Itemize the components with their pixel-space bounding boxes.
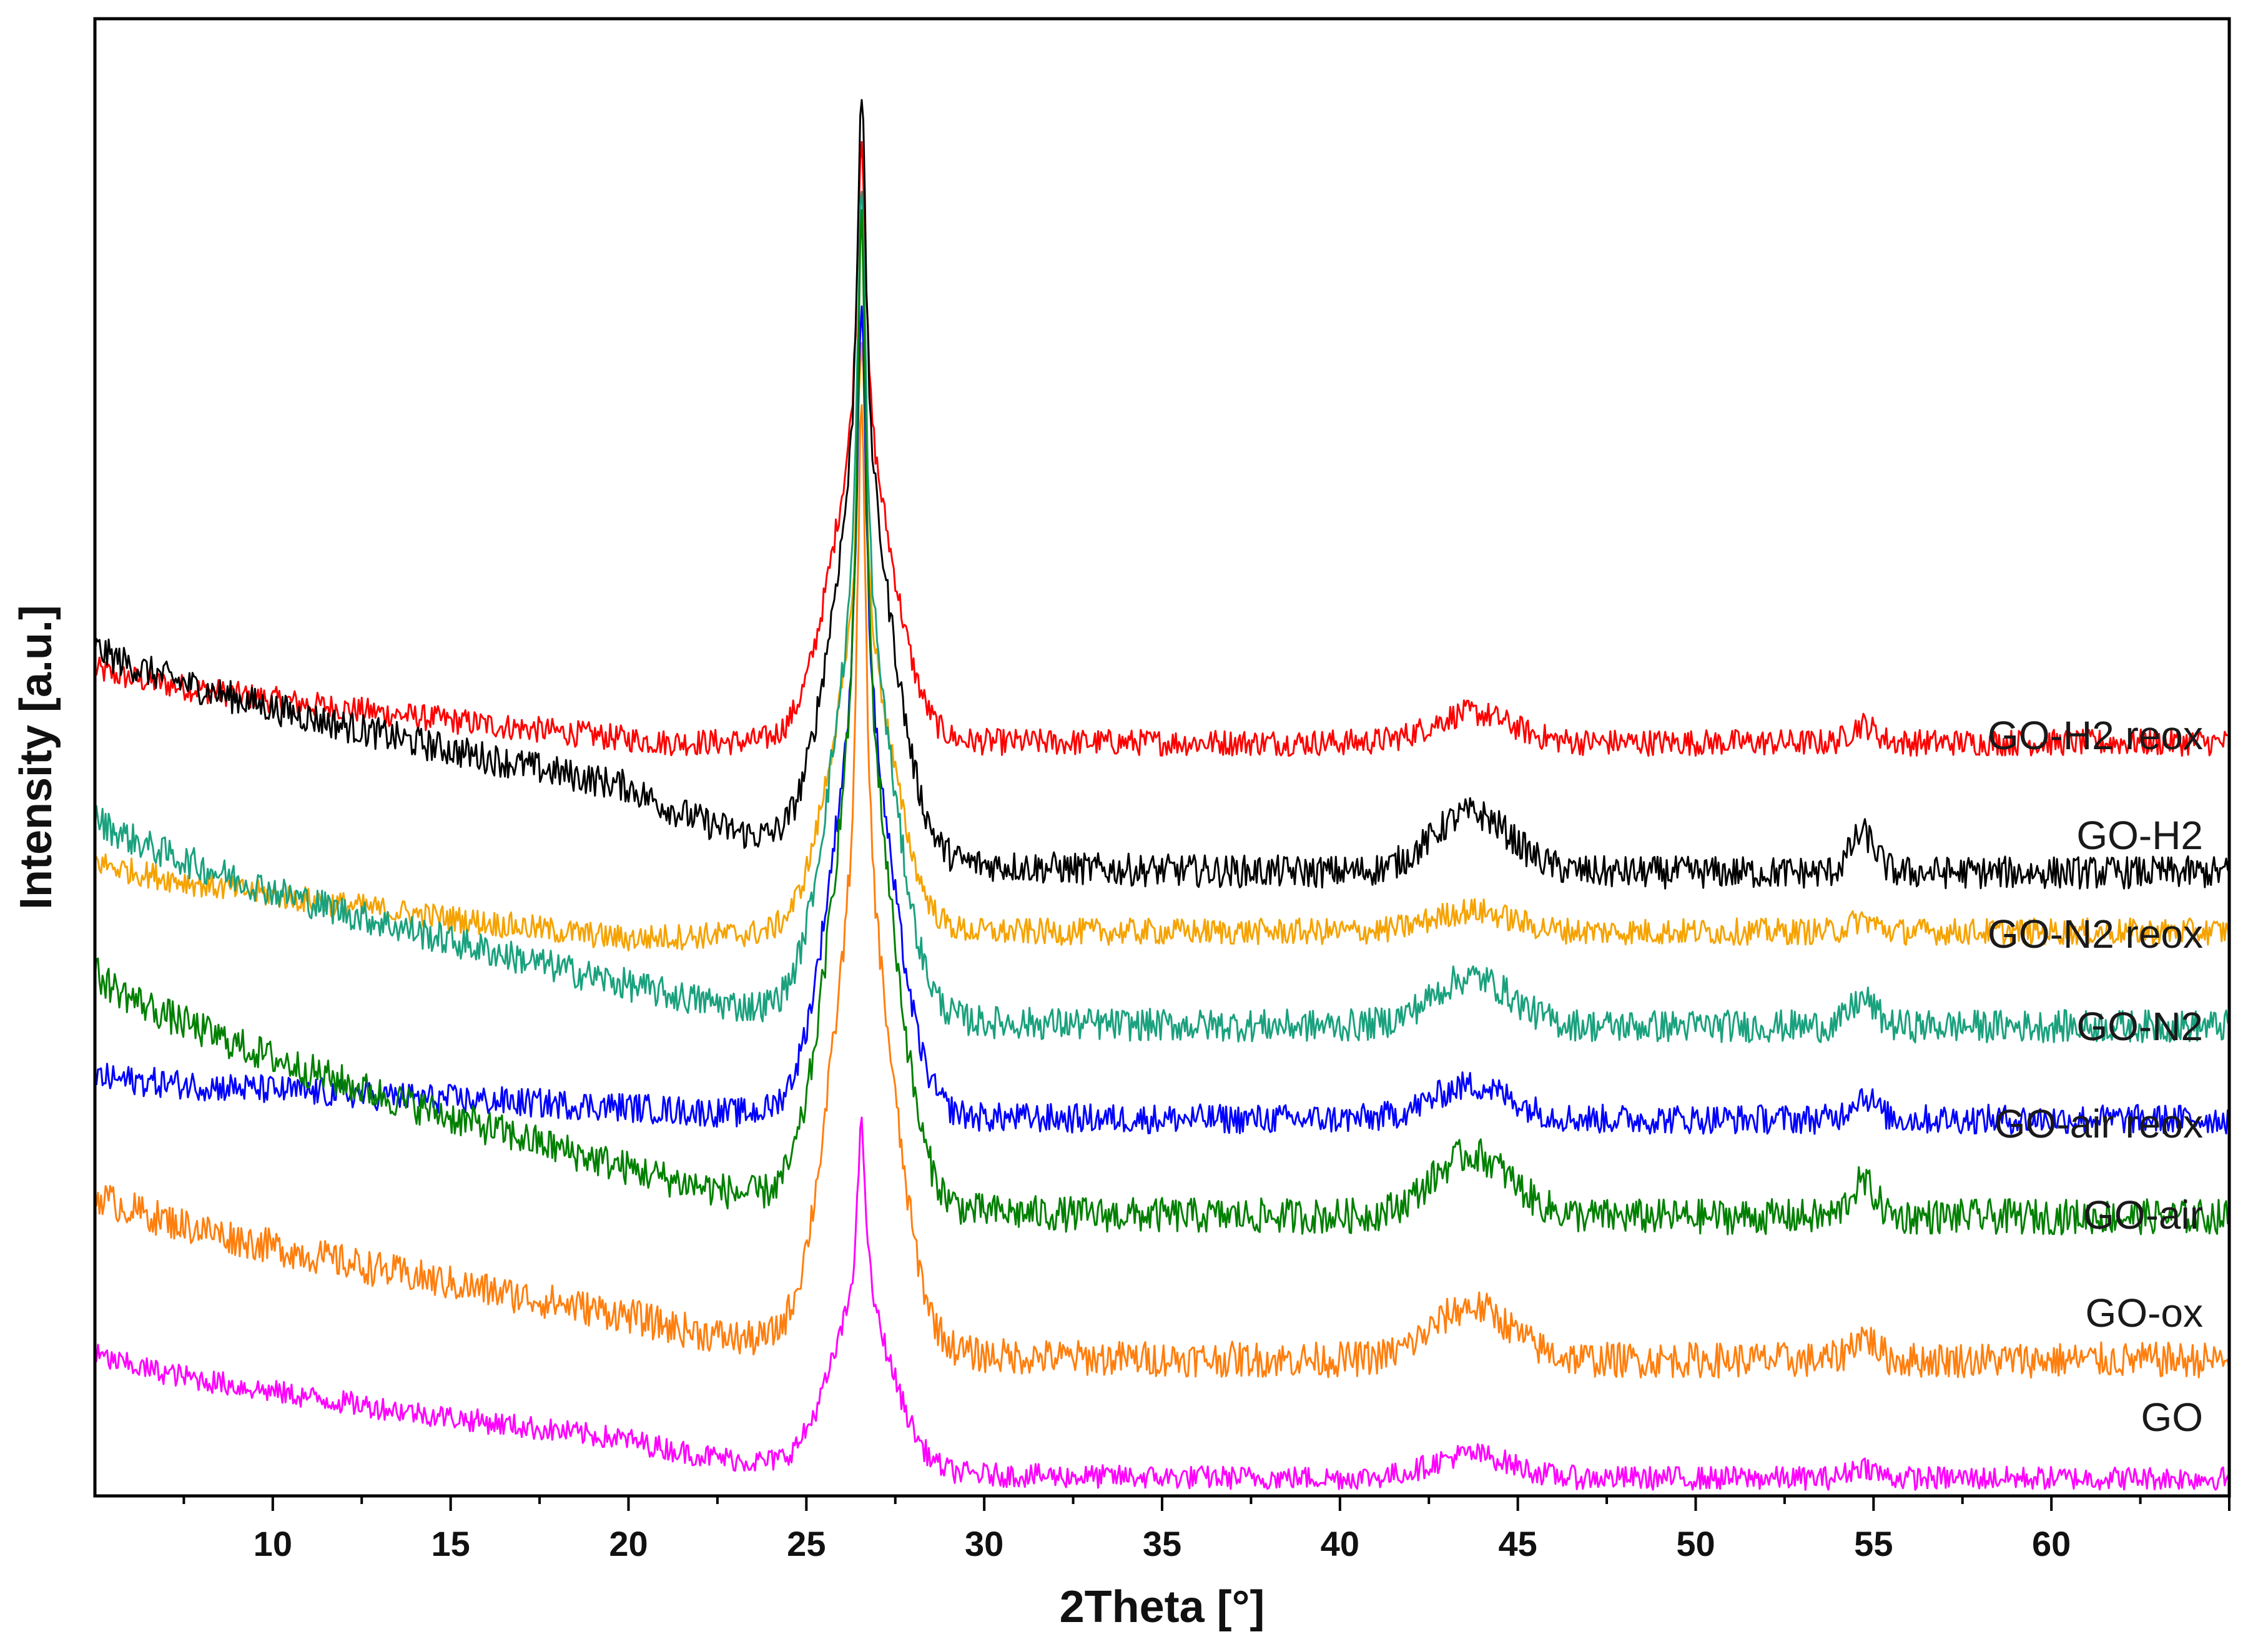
x-axis-tick-labels: 10 15 20 25 30 35 40 45 50 55 60 <box>254 1524 2071 1563</box>
curve-label-go-air-reox: GO-air reox <box>1994 1101 2203 1146</box>
x-tick-label: 25 <box>787 1524 826 1563</box>
series-line-go-h2 <box>94 99 2231 890</box>
x-tick-label: 45 <box>1499 1524 1537 1563</box>
x-tick-label: 40 <box>1321 1524 1359 1563</box>
series-line-go-n2-reox <box>94 342 2231 951</box>
x-tick-label: 35 <box>1143 1524 1181 1563</box>
y-axis-label: Intensity [a.u.] <box>11 605 61 910</box>
series-line-go <box>94 1116 2231 1491</box>
x-tick-label: 50 <box>1676 1524 1715 1563</box>
x-axis-label: 2Theta [°] <box>1060 1582 1265 1632</box>
x-tick-label: 20 <box>609 1524 648 1563</box>
curve-label-go: GO <box>2141 1395 2203 1440</box>
x-tick-label: 15 <box>431 1524 470 1563</box>
x-tick-label: 10 <box>254 1524 292 1563</box>
series-line-go-h2-reox <box>94 140 2230 757</box>
series-line-go-air-reox <box>94 305 2231 1135</box>
curve-label-go-ox: GO-ox <box>2086 1291 2203 1335</box>
curve-label-go-n2-reox: GO-N2 reox <box>1988 912 2203 956</box>
curve-label-go-n2: GO-N2 <box>2076 1004 2203 1049</box>
series-layer <box>94 99 2231 1491</box>
curve-label-go-h2-reox: GO-H2 reox <box>1988 713 2203 758</box>
curve-labels: GO-H2 reox GO-H2 GO-N2 reox GO-N2 GO-air reo… <box>1988 713 2203 1440</box>
x-tick-label: 55 <box>1854 1524 1893 1563</box>
curve-label-go-h2: GO-H2 <box>2076 813 2203 858</box>
x-tick-label: 60 <box>2032 1524 2071 1563</box>
series-line-go-n2 <box>94 190 2231 1044</box>
curve-label-go-air: GO-air <box>2083 1192 2203 1237</box>
series-line-go-ox <box>94 404 2231 1379</box>
x-axis-ticks <box>182 1496 2231 1511</box>
series-line-go-air <box>94 209 2231 1236</box>
x-tick-label: 30 <box>965 1524 1003 1563</box>
